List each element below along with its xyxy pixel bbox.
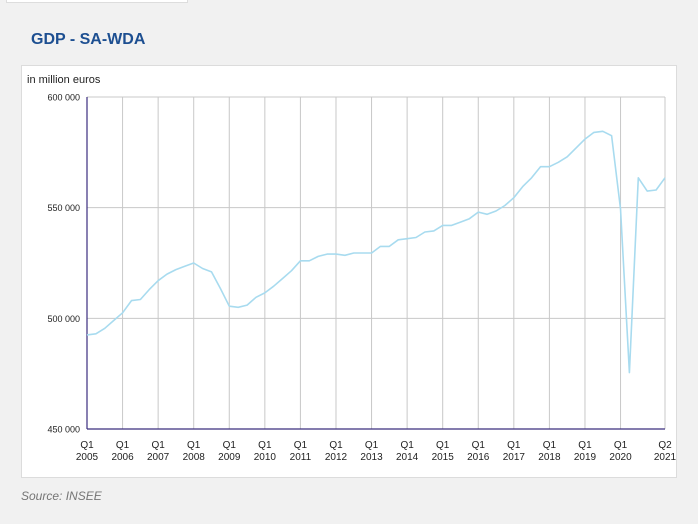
- chart-title: GDP - SA-WDA: [31, 31, 146, 48]
- x-tick-year: 2007: [147, 452, 170, 463]
- x-tick-quarter: Q1: [258, 440, 272, 451]
- chart-card: in million euros 450 000 500 000 550 000 600…: [21, 65, 677, 478]
- x-tick-year: 2010: [254, 452, 277, 463]
- x-tick-year: 2012: [325, 452, 348, 463]
- x-tick-quarter: Q1: [223, 440, 237, 451]
- x-tick-year: 2008: [183, 452, 206, 463]
- x-tick-year: 2011: [290, 452, 312, 463]
- x-tick-year: 2014: [396, 452, 419, 463]
- x-tick-quarter: Q1: [151, 440, 165, 451]
- x-tick-year: 2020: [609, 452, 632, 463]
- x-tick-year: 2018: [538, 452, 561, 463]
- y-tick-label: 600 000: [47, 93, 80, 103]
- top-tab: [6, 0, 188, 3]
- x-tick-year: 2019: [574, 452, 597, 463]
- y-tick-label: 550 000: [47, 203, 80, 213]
- x-tick-quarter: Q1: [614, 440, 628, 451]
- x-tick-quarter: Q1: [365, 440, 379, 451]
- x-tick-quarter: Q1: [187, 440, 201, 451]
- y-tick-label: 500 000: [47, 314, 80, 324]
- x-tick-quarter: Q1: [400, 440, 414, 451]
- x-tick-quarter: Q1: [578, 440, 592, 451]
- x-tick-quarter: Q1: [116, 440, 130, 451]
- x-tick-quarter: Q1: [294, 440, 308, 451]
- x-tick-year: 2013: [360, 452, 383, 463]
- x-tick-year: 2016: [467, 452, 490, 463]
- x-tick-year: 2009: [218, 452, 241, 463]
- gdp-line-chart: in million euros 450 000 500 000 550 000 600…: [27, 74, 676, 463]
- x-tick-quarter: Q1: [80, 440, 94, 451]
- x-tick-quarter: Q1: [507, 440, 521, 451]
- x-tick-year: 2021: [654, 452, 676, 463]
- top-strip: [0, 0, 698, 3]
- gdp-series-line: [86, 130, 666, 374]
- x-tick-year: 2006: [111, 452, 134, 463]
- source-note: Source: INSEE: [21, 489, 102, 503]
- x-tick-year: 2005: [76, 452, 99, 463]
- x-tick-quarter: Q1: [329, 440, 343, 451]
- x-tick-year: 2015: [432, 452, 455, 463]
- x-tick-year: 2017: [503, 452, 526, 463]
- y-axis-label: in million euros: [27, 74, 101, 86]
- x-tick-quarter: Q2: [658, 440, 672, 451]
- y-tick-label: 450 000: [47, 425, 80, 435]
- x-tick-quarter: Q1: [472, 440, 486, 451]
- x-tick-quarter: Q1: [543, 440, 557, 451]
- x-tick-quarter: Q1: [436, 440, 450, 451]
